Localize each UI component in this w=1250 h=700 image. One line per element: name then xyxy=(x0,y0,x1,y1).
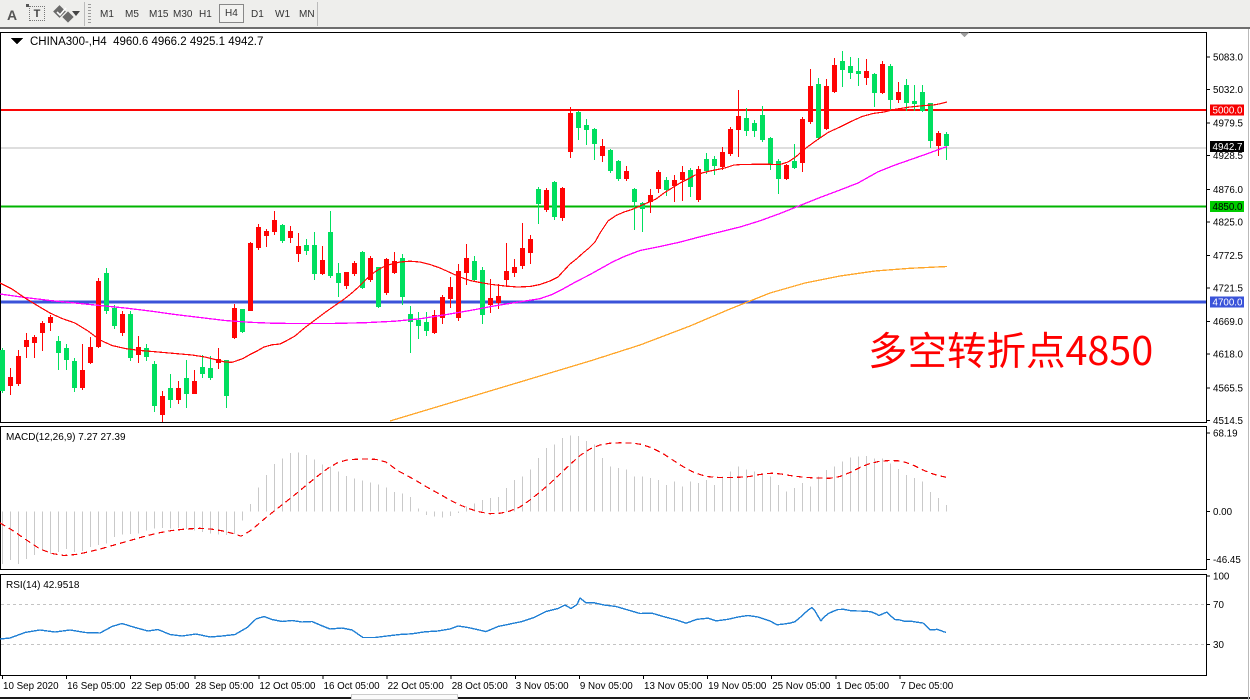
svg-text:70: 70 xyxy=(1213,600,1224,611)
svg-text:68.19: 68.19 xyxy=(1213,429,1238,440)
svg-text:4565.5: 4565.5 xyxy=(1213,383,1244,394)
svg-text:30: 30 xyxy=(1213,640,1224,651)
svg-text:5083.0: 5083.0 xyxy=(1213,52,1244,63)
svg-text:12 Oct 05:00: 12 Oct 05:00 xyxy=(259,681,316,692)
svg-text:16 Sep 05:00: 16 Sep 05:00 xyxy=(67,681,126,692)
svg-text:4825.0: 4825.0 xyxy=(1213,217,1244,228)
svg-text:4850.0: 4850.0 xyxy=(1213,202,1244,213)
svg-text:4669.0: 4669.0 xyxy=(1213,317,1244,328)
svg-text:RSI(14) 42.9518: RSI(14) 42.9518 xyxy=(6,580,80,591)
svg-text:28 Oct 05:00: 28 Oct 05:00 xyxy=(452,681,509,692)
svg-text:4618.0: 4618.0 xyxy=(1213,350,1244,361)
svg-text:4721.5: 4721.5 xyxy=(1213,284,1244,295)
svg-text:4876.0: 4876.0 xyxy=(1213,185,1244,196)
svg-text:4772.5: 4772.5 xyxy=(1213,251,1244,262)
svg-text:0.00: 0.00 xyxy=(1213,507,1233,518)
svg-text:10 Sep 2020: 10 Sep 2020 xyxy=(3,681,59,692)
svg-text:16 Oct 05:00: 16 Oct 05:00 xyxy=(324,681,381,692)
svg-text:100: 100 xyxy=(1213,572,1230,583)
svg-text:5032.0: 5032.0 xyxy=(1213,85,1244,96)
svg-text:9 Nov 05:00: 9 Nov 05:00 xyxy=(580,681,633,692)
svg-text:13 Nov 05:00: 13 Nov 05:00 xyxy=(644,681,703,692)
svg-text:CHINA300-,H4 4960.6 4966.2 49: CHINA300-,H4 4960.6 4966.2 4925.1 4942.7 xyxy=(30,36,263,48)
svg-text:4514.5: 4514.5 xyxy=(1213,416,1244,427)
svg-text:22 Oct 05:00: 22 Oct 05:00 xyxy=(388,681,445,692)
svg-text:3 Nov 05:00: 3 Nov 05:00 xyxy=(516,681,569,692)
svg-text:19 Nov 05:00: 19 Nov 05:00 xyxy=(708,681,767,692)
svg-text:4700.0: 4700.0 xyxy=(1213,297,1244,308)
svg-text:-46.45: -46.45 xyxy=(1213,555,1241,566)
svg-text:7 Dec 05:00: 7 Dec 05:00 xyxy=(900,681,953,692)
svg-text:22 Sep 05:00: 22 Sep 05:00 xyxy=(131,681,190,692)
svg-text:4942.7: 4942.7 xyxy=(1213,142,1243,153)
svg-text:5000.0: 5000.0 xyxy=(1213,106,1244,117)
svg-text:4979.5: 4979.5 xyxy=(1213,119,1244,130)
svg-text:MACD(12,26,9) 7.27 27.39: MACD(12,26,9) 7.27 27.39 xyxy=(6,432,126,443)
svg-text:28 Sep 05:00: 28 Sep 05:00 xyxy=(195,681,254,692)
svg-text:25 Nov 05:00: 25 Nov 05:00 xyxy=(772,681,831,692)
svg-text:4928.5: 4928.5 xyxy=(1213,151,1244,162)
svg-text:1 Dec 05:00: 1 Dec 05:00 xyxy=(836,681,889,692)
